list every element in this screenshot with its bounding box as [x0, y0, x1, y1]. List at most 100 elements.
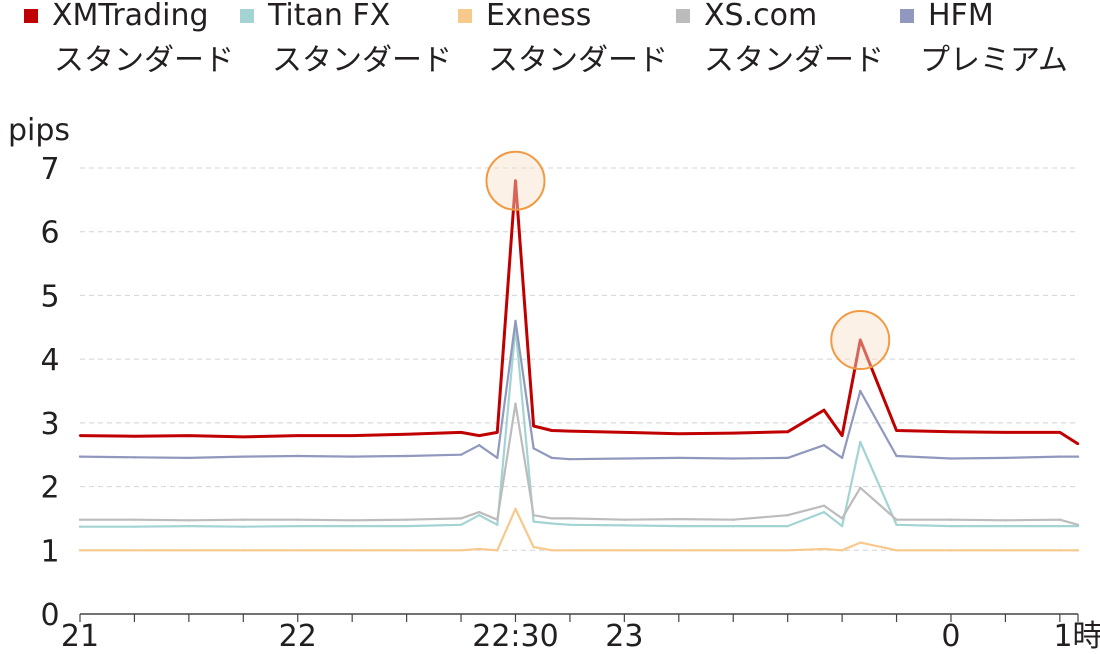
data-point-exness — [550, 549, 553, 552]
data-point-hfm — [405, 454, 408, 458]
data-point-xscom — [532, 514, 535, 517]
data-point-exness — [242, 549, 245, 552]
data-point-hfm — [459, 453, 463, 456]
data-point-exness — [478, 547, 481, 551]
data-point-hfm — [1076, 455, 1080, 458]
data-point-hfm — [895, 454, 898, 458]
data-point-xmtrading — [550, 429, 553, 432]
x-tick-label: 0 — [941, 619, 960, 654]
data-point-hfm — [949, 457, 953, 460]
data-point-titanfx — [459, 523, 463, 526]
data-point-xscom — [550, 517, 553, 520]
data-point-xmtrading — [1076, 442, 1080, 446]
data-point-xmtrading — [786, 430, 789, 433]
data-point-hfm — [550, 456, 553, 460]
data-point-xmtrading — [78, 434, 82, 437]
data-point-exness — [350, 549, 354, 552]
highlights — [485, 150, 891, 371]
data-point-hfm — [568, 457, 572, 461]
data-point-xmtrading — [242, 435, 245, 439]
data-point-hfm — [296, 454, 299, 458]
legend-swatch-exness — [458, 9, 472, 23]
data-point-xscom — [1076, 523, 1080, 526]
data-point-xscom — [459, 517, 463, 520]
legend: XMTrading スタンダード Titan FX スタンダード Exness … — [0, 0, 1100, 86]
data-point-titanfx — [350, 524, 354, 528]
data-point-xmtrading — [133, 435, 136, 438]
legend-sublabel-hfm: プレミアム — [920, 43, 1068, 78]
data-point-exness — [78, 549, 82, 552]
y-tick-label: 7 — [40, 152, 59, 187]
data-point-xmtrading — [405, 433, 408, 436]
data-point-hfm — [1058, 455, 1062, 458]
data-point-xmtrading — [532, 424, 535, 428]
data-point-titanfx — [840, 524, 844, 528]
data-point-hfm — [187, 456, 191, 460]
data-point-titanfx — [859, 440, 862, 444]
data-point-exness — [296, 549, 299, 552]
data-point-exness — [623, 549, 626, 552]
series-line-exness — [80, 507, 1078, 552]
data-point-exness — [677, 549, 680, 552]
y-tick-label: 6 — [40, 216, 59, 251]
data-point-hfm — [478, 443, 481, 447]
data-point-exness — [405, 549, 408, 552]
data-point-exness — [1058, 549, 1062, 552]
x-tick-label: 23 — [605, 619, 643, 654]
data-point-hfm — [133, 456, 136, 459]
legend-sublabel-xmtrading: スタンダード — [54, 43, 234, 78]
data-point-xmtrading — [623, 431, 626, 434]
data-point-xscom — [822, 504, 826, 507]
legend-swatch-xscom — [676, 9, 690, 23]
data-point-titanfx — [133, 525, 136, 528]
data-point-xmtrading — [187, 434, 191, 437]
data-point-titanfx — [1058, 524, 1062, 528]
data-point-titanfx — [1004, 524, 1007, 528]
data-point-xmtrading — [859, 338, 862, 342]
data-point-hfm — [78, 455, 82, 458]
data-point-xscom — [732, 518, 735, 521]
data-point-xscom — [840, 517, 844, 520]
series-line-hfm — [79, 319, 1078, 461]
spike-highlight-circle — [485, 150, 546, 211]
data-point-hfm — [786, 456, 789, 460]
legend-label-titanfx: Titan FX — [268, 0, 391, 33]
data-point-titanfx — [568, 523, 572, 526]
data-point-titanfx — [78, 525, 82, 528]
data-point-titanfx — [496, 523, 499, 526]
data-point-xscom — [478, 510, 481, 514]
y-tick-label: 5 — [40, 279, 59, 314]
legend-label-xmtrading: XMTrading — [52, 0, 209, 33]
data-point-xmtrading — [350, 434, 354, 437]
data-point-xscom — [496, 518, 499, 521]
y-tick-label: 1 — [40, 534, 59, 569]
y-tick-label: 2 — [40, 471, 59, 506]
data-point-exness — [786, 549, 789, 552]
data-point-xscom — [1058, 518, 1062, 521]
data-point-xmtrading — [895, 429, 898, 432]
legend-label-exness: Exness — [486, 0, 592, 33]
data-point-xscom — [296, 518, 299, 521]
data-point-titanfx — [732, 524, 735, 528]
data-point-exness — [514, 507, 517, 511]
data-point-xscom — [405, 518, 408, 521]
data-point-titanfx — [405, 524, 408, 528]
x-tick-label: 22:30 — [472, 619, 558, 654]
data-point-exness — [949, 549, 953, 552]
legend-swatch-titanfx — [240, 9, 254, 23]
legend-label-hfm: HFM — [928, 0, 994, 33]
series-line-xmtrading — [79, 179, 1079, 446]
data-point-exness — [459, 549, 463, 552]
data-point-titanfx — [296, 524, 299, 528]
data-point-xmtrading — [459, 431, 463, 434]
data-point-hfm — [822, 443, 826, 447]
data-point-xscom — [133, 518, 136, 521]
data-point-exness — [1076, 549, 1080, 552]
data-point-hfm — [840, 456, 844, 460]
data-point-xmtrading — [296, 434, 299, 437]
data-point-hfm — [859, 389, 862, 393]
data-point-titanfx — [550, 522, 553, 525]
data-point-xmtrading — [732, 431, 735, 435]
legend-sublabel-xscom: スタンダード — [704, 43, 884, 78]
